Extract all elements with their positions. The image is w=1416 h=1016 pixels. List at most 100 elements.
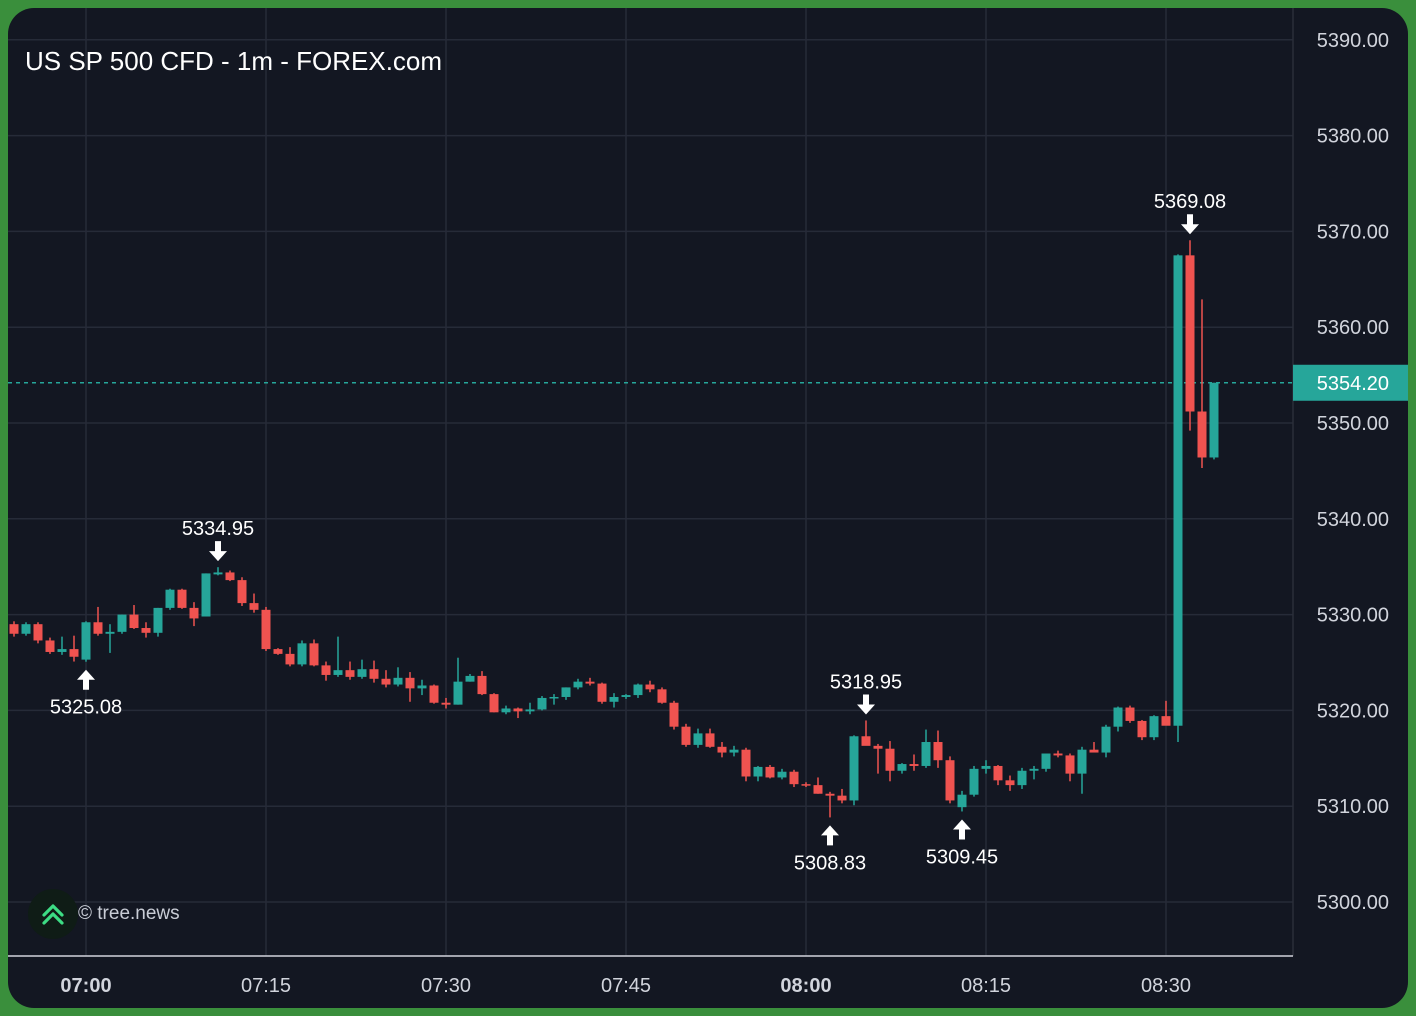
candle-body[interactable] — [1173, 255, 1183, 726]
candle-body[interactable] — [417, 685, 427, 689]
candle-body[interactable] — [933, 742, 943, 761]
candle-body[interactable] — [1197, 411, 1207, 458]
candle-body[interactable] — [993, 765, 1003, 781]
candle-body[interactable] — [789, 771, 799, 785]
candle-body[interactable] — [117, 614, 127, 632]
candle-body[interactable] — [1161, 716, 1171, 726]
candle-body[interactable] — [765, 766, 775, 778]
candle-body[interactable] — [669, 702, 679, 727]
candle-body[interactable] — [969, 768, 979, 795]
candle-body[interactable] — [1113, 707, 1123, 727]
candle-body[interactable] — [237, 580, 247, 604]
candle-body[interactable] — [873, 745, 883, 749]
candle-body[interactable] — [633, 684, 643, 696]
candle-body[interactable] — [981, 765, 991, 769]
candle-body[interactable] — [1005, 780, 1015, 786]
candle-body[interactable] — [393, 677, 403, 685]
candle-body[interactable] — [621, 695, 631, 697]
candle-body[interactable] — [153, 607, 163, 633]
candle-body[interactable] — [741, 749, 751, 777]
candle-body[interactable] — [21, 624, 31, 634]
candle-body[interactable] — [33, 624, 43, 641]
candle-body[interactable] — [537, 697, 547, 710]
candle-body[interactable] — [405, 677, 415, 689]
candle-body[interactable] — [609, 696, 619, 702]
candle-body[interactable] — [273, 649, 283, 654]
candle-body[interactable] — [489, 694, 499, 713]
candle-body[interactable] — [1149, 716, 1159, 738]
candle-body[interactable] — [201, 573, 211, 617]
candle-body[interactable] — [513, 708, 523, 712]
candle-body[interactable] — [381, 678, 391, 685]
candle-body[interactable] — [921, 742, 931, 766]
candle-body[interactable] — [753, 766, 763, 777]
candle-body[interactable] — [309, 643, 319, 666]
candle-body[interactable] — [345, 670, 355, 677]
candle-body[interactable] — [945, 760, 955, 801]
candle-body[interactable] — [717, 746, 727, 753]
candle-body[interactable] — [1125, 707, 1135, 721]
candle-body[interactable] — [693, 733, 703, 745]
candle-body[interactable] — [141, 628, 151, 633]
candle-body[interactable] — [129, 614, 139, 629]
candle-body[interactable] — [885, 748, 895, 771]
candle-body[interactable] — [1077, 749, 1087, 774]
candle-body[interactable] — [957, 794, 967, 808]
candle-body[interactable] — [813, 785, 823, 794]
candle-body[interactable] — [285, 653, 295, 665]
candle-body[interactable] — [9, 624, 19, 634]
candle-body[interactable] — [1041, 753, 1051, 769]
candle-body[interactable] — [105, 631, 115, 634]
candle-body[interactable] — [1101, 726, 1111, 753]
candle-body[interactable] — [549, 696, 559, 699]
candle-body[interactable] — [441, 702, 451, 705]
candle-body[interactable] — [777, 771, 787, 778]
candle-body[interactable] — [1017, 770, 1027, 786]
candle-body[interactable] — [297, 643, 307, 665]
candle-body[interactable] — [1137, 720, 1147, 738]
candle-body[interactable] — [525, 709, 535, 712]
candle-body[interactable] — [165, 589, 175, 608]
candle-body[interactable] — [501, 708, 511, 713]
candle-body[interactable] — [45, 640, 55, 652]
candle-body[interactable] — [1065, 755, 1075, 774]
candle-body[interactable] — [657, 689, 667, 703]
candle-body[interactable] — [321, 665, 331, 675]
candle-body[interactable] — [705, 733, 715, 747]
candle-body[interactable] — [561, 687, 571, 697]
candle-body[interactable] — [1209, 382, 1219, 458]
candle-body[interactable] — [369, 669, 379, 679]
candle-body[interactable] — [249, 603, 259, 610]
candle-body[interactable] — [681, 726, 691, 745]
candle-body[interactable] — [1089, 749, 1099, 753]
candle-body[interactable] — [333, 670, 343, 675]
candle-body[interactable] — [429, 685, 439, 703]
candle-body[interactable] — [93, 622, 103, 634]
candle-body[interactable] — [801, 784, 811, 786]
candle-body[interactable] — [81, 622, 91, 660]
candle-body[interactable] — [261, 609, 271, 650]
candle-body[interactable] — [849, 736, 859, 801]
candlestick-chart[interactable]: 5300.00 5310.00 5320.00 5330.00 5340.00 5350.… — [8, 8, 1408, 1008]
candle-body[interactable] — [825, 793, 835, 796]
candle-body[interactable] — [837, 795, 847, 801]
candle-body[interactable] — [897, 764, 907, 771]
candle-body[interactable] — [465, 675, 475, 682]
candle-body[interactable] — [1029, 768, 1039, 771]
candle-body[interactable] — [453, 681, 463, 705]
candle-body[interactable] — [861, 736, 871, 746]
candle-body[interactable] — [573, 681, 583, 688]
candle-body[interactable] — [645, 684, 655, 690]
candle-body[interactable] — [909, 764, 919, 766]
candle-body[interactable] — [357, 669, 367, 677]
candle-body[interactable] — [177, 589, 187, 608]
candle-body[interactable] — [1185, 255, 1195, 412]
candle-body[interactable] — [57, 649, 67, 652]
candle-body[interactable] — [585, 681, 595, 684]
candle-body[interactable] — [477, 675, 487, 695]
candle-body[interactable] — [729, 749, 739, 753]
candle-body[interactable] — [1053, 753, 1063, 756]
candle-body[interactable] — [597, 683, 607, 702]
candle-body[interactable] — [225, 572, 235, 581]
candle-body[interactable] — [189, 607, 199, 619]
